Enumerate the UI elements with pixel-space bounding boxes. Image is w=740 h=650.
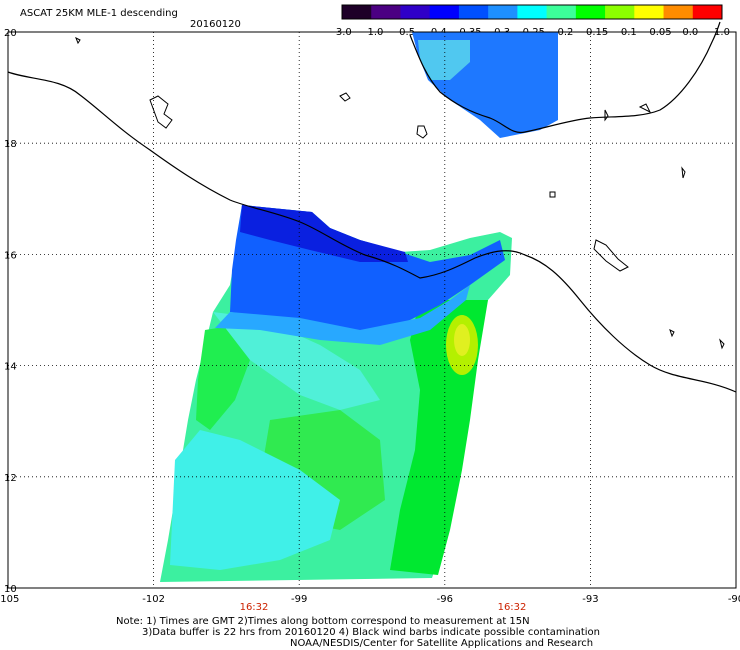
colorbar-swatch <box>488 5 518 19</box>
time-label: 16:32 <box>240 602 269 613</box>
lon-tick-label: -99 <box>291 594 307 605</box>
colorbar-swatch <box>400 5 431 19</box>
colorbar-boxes <box>341 4 723 20</box>
note-line-2: 3)Data buffer is 22 hrs from 20160120 4)… <box>142 627 600 638</box>
swath-north-light <box>418 40 470 80</box>
swath-green-left <box>196 325 250 430</box>
lat-tick-label: 14 <box>4 362 17 373</box>
lon-tick-label: -93 <box>582 594 598 605</box>
swath-light-blue <box>215 285 470 345</box>
data-swaths <box>160 32 558 582</box>
swath-yellow-core <box>454 324 470 356</box>
lat-tick-label: 16 <box>4 250 17 261</box>
lat-tick-label: 12 <box>4 473 17 484</box>
colorbar-swatch <box>546 5 577 19</box>
colorbar-swatch <box>692 5 723 19</box>
lon-tick-label: -105 <box>0 594 19 605</box>
lat-tick-label: 20 <box>4 28 17 39</box>
coastline <box>7 21 737 393</box>
colorbar-swatch <box>575 5 606 19</box>
colorbar-swatch <box>605 5 635 19</box>
colorbar-swatch <box>371 5 401 19</box>
colorbar-swatch <box>517 5 548 19</box>
lon-tick-label: -96 <box>437 594 453 605</box>
lon-tick-label: -102 <box>142 594 165 605</box>
grid-lines <box>8 32 736 588</box>
swath-cyan-diag <box>213 312 380 410</box>
axis-ticks: -105 -102 -99 -96 -93 -90 20 18 16 14 12 10 16:32 16:… <box>0 28 740 613</box>
plot-frame <box>7 31 737 589</box>
swath-cyan-band <box>170 430 340 570</box>
colorbar-swatch <box>342 5 372 19</box>
note-line-1: Note: 1) Times are GMT 2)Times along bot… <box>116 616 530 627</box>
colorbar-swatch <box>458 5 489 19</box>
map-date: 20160120 <box>190 19 241 30</box>
colorbar-swatch <box>663 5 694 19</box>
lon-tick-label: -90 <box>728 594 740 605</box>
islands <box>75 36 725 350</box>
note-line-3: NOAA/NESDIS/Center for Satellite Applica… <box>290 638 594 649</box>
colorbar-swatch <box>634 5 665 19</box>
lat-tick-label: 10 <box>4 584 17 595</box>
time-label: 16:32 <box>498 602 527 613</box>
colorbar-swatch <box>429 5 460 19</box>
lat-tick-label: 18 <box>4 139 17 150</box>
map-title: ASCAT 25KM MLE-1 descending <box>20 8 178 19</box>
